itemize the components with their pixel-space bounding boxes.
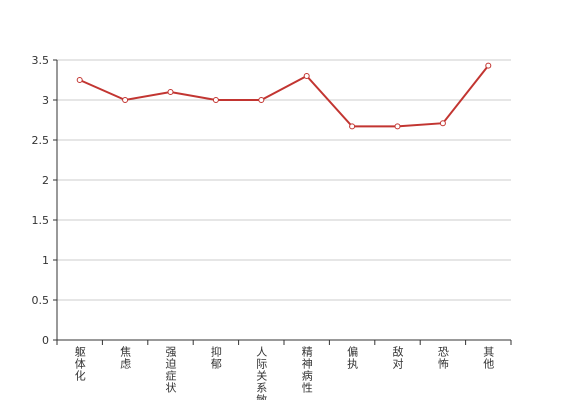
x-tick-label: 恐怖 [436, 346, 449, 370]
point [394, 123, 401, 130]
x-tick-label: 其他 [482, 346, 495, 370]
point [167, 89, 174, 95]
y-tick-label: 0 [42, 334, 49, 347]
point [122, 97, 129, 103]
point [485, 62, 492, 69]
x-tick-label: 偏执 [346, 345, 359, 370]
x-tick-label: 抑郁 [209, 345, 222, 370]
y-tick-label: 2 [42, 174, 49, 187]
x-tick-label: 敌对 [391, 345, 404, 370]
point [258, 97, 265, 103]
point [439, 120, 446, 127]
y-tick-label: 1 [42, 254, 49, 267]
line [79, 64, 490, 128]
y-tick-label: 3.5 [32, 54, 50, 67]
point [349, 123, 356, 130]
point [303, 73, 310, 79]
x-tick-label: 焦虑 [119, 346, 132, 370]
x-tick-label: 躯体化 [73, 346, 86, 382]
y-tick-label: 2.5 [32, 134, 50, 147]
y-tick-label: 3 [42, 94, 49, 107]
x-tick-label: 强迫症状 [164, 346, 177, 394]
y-tick-label: 0.5 [32, 294, 50, 307]
x-tick-label: 人际关系敏感 [255, 346, 268, 400]
point [212, 97, 219, 103]
point [76, 77, 83, 83]
y-tick-label: 1.5 [32, 214, 50, 227]
x-tick-label: 精神病性 [300, 346, 313, 394]
